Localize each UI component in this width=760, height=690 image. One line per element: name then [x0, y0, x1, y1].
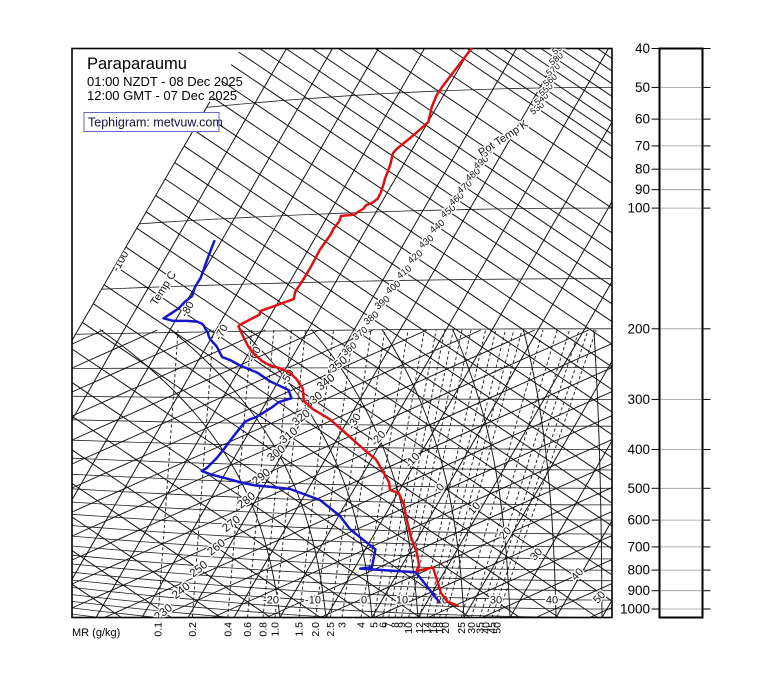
svg-text:1000: 1000	[620, 602, 650, 617]
svg-text:45: 45	[486, 622, 498, 634]
svg-text:50: 50	[492, 622, 504, 634]
svg-text:14: 14	[422, 622, 434, 634]
svg-text:0.4: 0.4	[222, 622, 234, 637]
svg-text:1.0: 1.0	[270, 622, 282, 637]
svg-text:10: 10	[403, 622, 415, 634]
svg-text:-20: -20	[263, 595, 279, 607]
svg-text:600: 600	[627, 513, 650, 528]
svg-text:30: 30	[490, 595, 502, 607]
svg-text:70: 70	[635, 138, 650, 153]
svg-text:Paraparaumu: Paraparaumu	[87, 55, 187, 73]
svg-text:900: 900	[627, 583, 650, 598]
svg-text:400: 400	[627, 442, 650, 457]
svg-text:5: 5	[369, 622, 381, 628]
svg-text:8: 8	[390, 622, 402, 628]
svg-text:35: 35	[474, 622, 486, 634]
svg-text:0: 0	[361, 595, 367, 607]
svg-text:90: 90	[635, 182, 650, 197]
svg-text:30: 30	[466, 622, 478, 634]
svg-text:40: 40	[481, 622, 493, 634]
svg-text:4: 4	[356, 622, 368, 628]
svg-text:7: 7	[383, 622, 395, 628]
svg-text:0.6: 0.6	[242, 622, 254, 637]
svg-text:200: 200	[627, 321, 650, 336]
svg-text:6: 6	[377, 622, 389, 628]
svg-text:-10: -10	[305, 595, 321, 607]
svg-text:01:00 NZDT - 08 Dec 2025: 01:00 NZDT - 08 Dec 2025	[87, 74, 243, 89]
svg-text:50: 50	[635, 80, 650, 95]
svg-text:12:00 GMT - 07 Dec 2025: 12:00 GMT - 07 Dec 2025	[87, 88, 237, 103]
svg-text:700: 700	[627, 539, 650, 554]
svg-text:300: 300	[627, 392, 650, 407]
svg-text:80: 80	[635, 162, 650, 177]
svg-text:20: 20	[440, 622, 452, 634]
svg-text:0.8: 0.8	[258, 622, 270, 637]
svg-text:500: 500	[627, 481, 650, 496]
svg-text:60: 60	[635, 112, 650, 127]
svg-text:10: 10	[396, 595, 408, 607]
svg-text:9: 9	[396, 622, 408, 628]
svg-text:16: 16	[428, 622, 440, 634]
svg-text:800: 800	[627, 563, 650, 578]
svg-text:3: 3	[337, 622, 349, 628]
svg-text:12: 12	[414, 622, 426, 634]
svg-text:Tephigram: metvuw.com: Tephigram: metvuw.com	[88, 116, 223, 130]
svg-text:2.5: 2.5	[325, 622, 337, 637]
svg-text:1.5: 1.5	[294, 622, 306, 637]
svg-text:MR (g/kg): MR (g/kg)	[72, 627, 120, 639]
svg-text:40: 40	[546, 595, 558, 607]
svg-text:18: 18	[434, 622, 446, 634]
svg-text:0.1: 0.1	[153, 622, 165, 637]
svg-text:100: 100	[627, 201, 650, 216]
svg-text:590: 590	[550, 40, 568, 57]
svg-text:40: 40	[635, 41, 650, 56]
svg-text:25: 25	[456, 622, 468, 634]
svg-text:0.2: 0.2	[187, 622, 199, 637]
svg-text:2.0: 2.0	[310, 622, 322, 637]
